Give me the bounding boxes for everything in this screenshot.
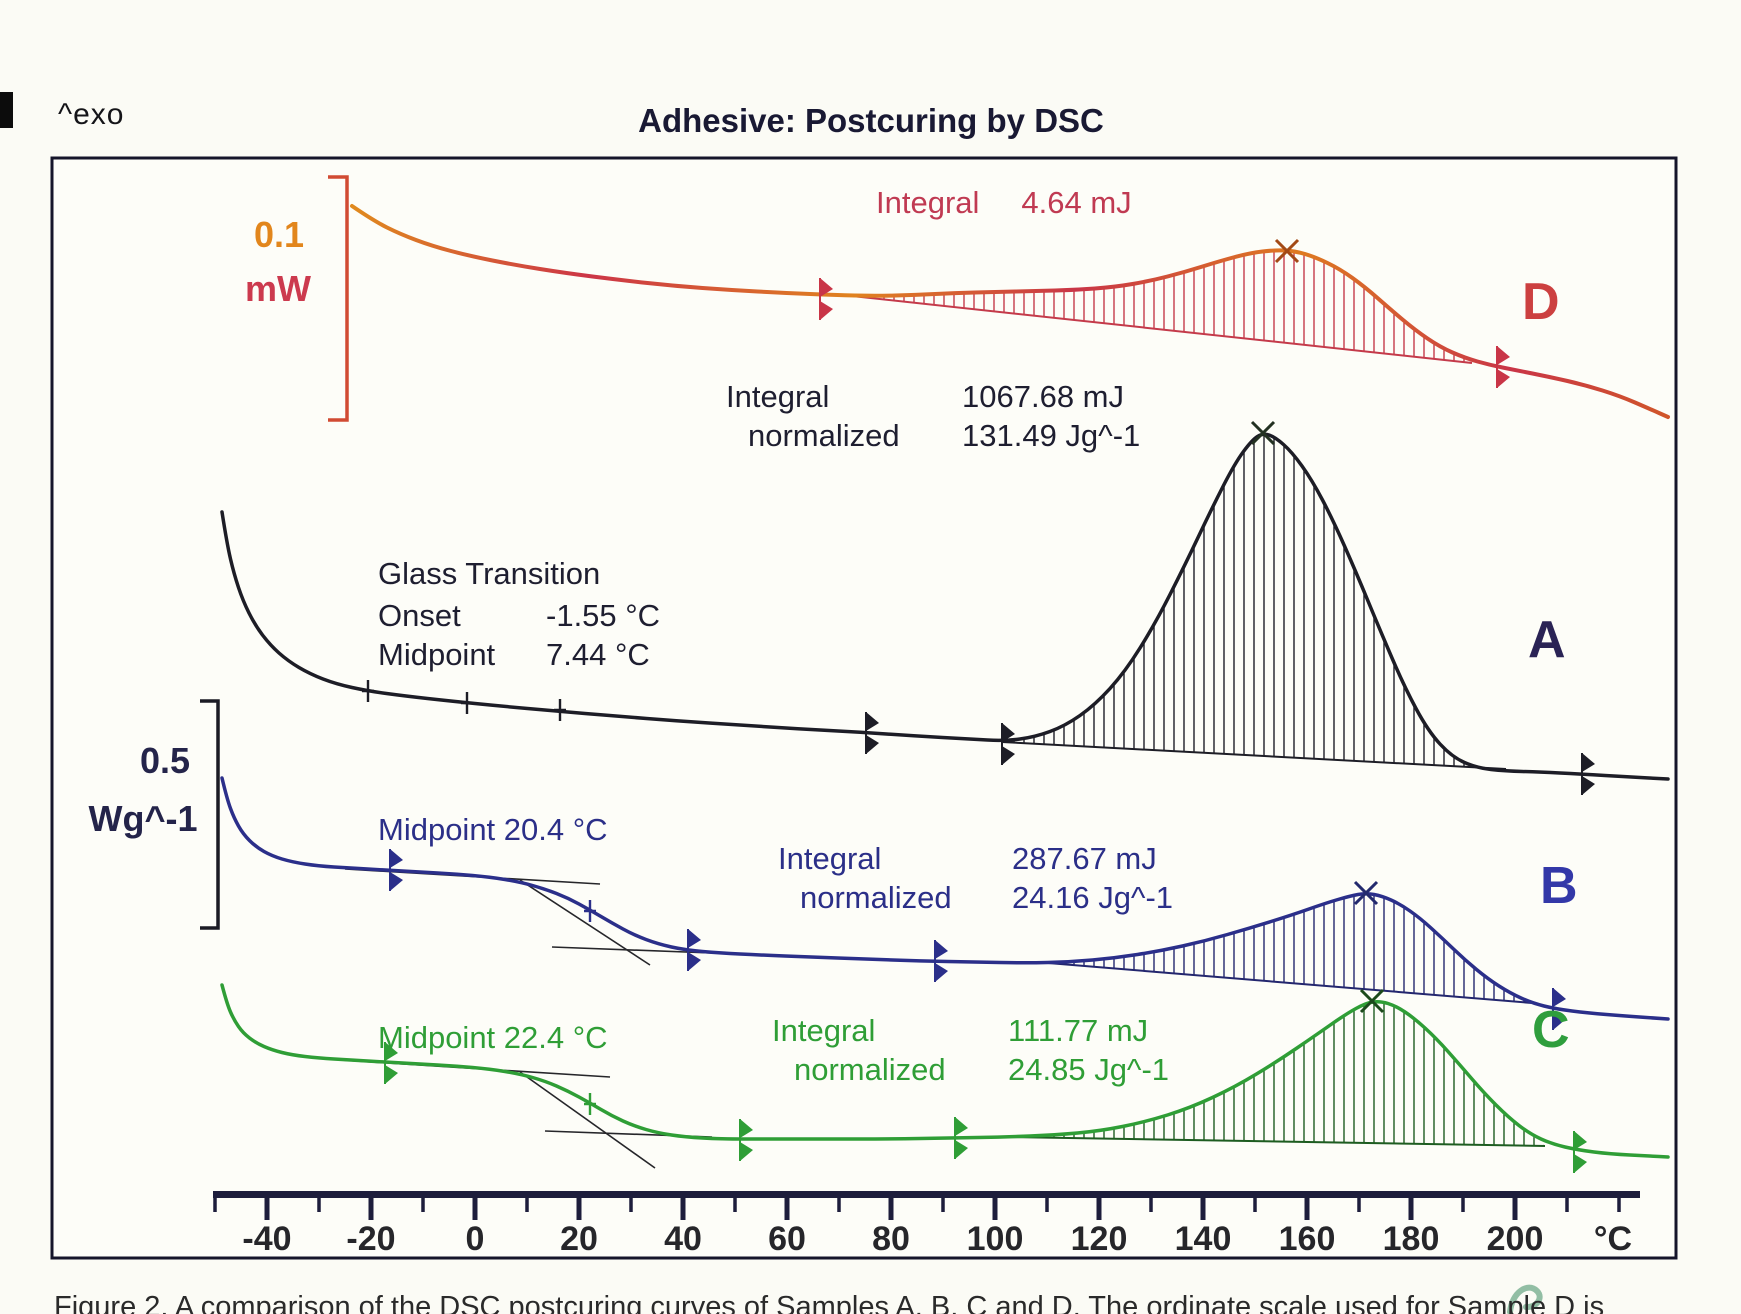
d-scale-unit: mW <box>245 268 311 309</box>
svg-text:-40: -40 <box>242 1220 291 1258</box>
curve-d-label: D <box>1522 273 1560 331</box>
b-normalized-label: normalized <box>800 880 952 916</box>
c-normalized-label: normalized <box>794 1052 946 1088</box>
curve-d-integral-annotation: Integral 4.64 mJ <box>876 183 1132 223</box>
c-integral-label: Integral <box>772 1013 876 1048</box>
glass-transition-annotation: Glass Transition Onset -1.55 °C Midpoint… <box>378 554 660 672</box>
svg-text:180: 180 <box>1383 1220 1440 1258</box>
svg-text:60: 60 <box>768 1220 806 1258</box>
b-integral-value: 287.67 mJ <box>1012 841 1157 876</box>
curve-c-integral-annotation: Integral 111.77 mJ normalized 24.85 Jg^-… <box>772 1013 1170 1088</box>
curve-a-label: A <box>1528 611 1566 669</box>
svg-text:200: 200 <box>1487 1220 1544 1258</box>
svg-text:100: 100 <box>967 1220 1024 1258</box>
glass-midpoint-value: 7.44 °C <box>546 636 650 672</box>
curve-c-label: C <box>1532 1001 1570 1059</box>
glass-midpoint-label: Midpoint <box>378 636 496 672</box>
c-integral-value: 111.77 mJ <box>1008 1013 1149 1048</box>
curve-b-integral-annotation: Integral 287.67 mJ normalized 24.16 Jg^-… <box>778 841 1174 916</box>
a-integral-value: 1067.68 mJ <box>962 379 1124 414</box>
svg-text:20: 20 <box>560 1220 598 1258</box>
abc-scale-unit: Wg^-1 <box>88 798 198 839</box>
svg-text:160: 160 <box>1279 1220 1336 1258</box>
glass-transition-title: Glass Transition <box>378 556 601 591</box>
abc-scale-value: 0.5 <box>139 740 191 781</box>
d-integral-value: 4.64 mJ <box>1021 185 1132 220</box>
a-normalized-value: 131.49 Jg^-1 <box>962 418 1141 454</box>
d-scale-value: 0.1 <box>253 214 305 255</box>
b-integral-label: Integral <box>778 841 882 876</box>
exo-direction-label: ^exo <box>58 98 125 131</box>
b-normalized-value: 24.16 Jg^-1 <box>1012 880 1174 916</box>
svg-text:°C: °C <box>1594 1220 1632 1258</box>
curve-b-label: B <box>1540 857 1578 915</box>
glass-onset-value: -1.55 °C <box>546 597 661 633</box>
svg-text:140: 140 <box>1175 1220 1232 1258</box>
svg-text:120: 120 <box>1071 1220 1128 1258</box>
c-normalized-value: 24.85 Jg^-1 <box>1008 1052 1170 1088</box>
curve-a-integral-annotation: Integral 1067.68 mJ normalized 131.49 Jg… <box>726 379 1141 454</box>
svg-text:0: 0 <box>466 1220 485 1258</box>
svg-text:80: 80 <box>872 1220 910 1258</box>
d-integral-label: Integral <box>876 185 980 220</box>
curve-b-midpoint-annotation: Midpoint 20.4 °C <box>378 812 608 847</box>
svg-text:-20: -20 <box>346 1220 395 1258</box>
a-integral-label: Integral <box>726 379 830 414</box>
glass-onset-label: Onset <box>378 597 461 633</box>
curve-c-midpoint-annotation: Midpoint 22.4 °C <box>378 1020 608 1055</box>
svg-text:40: 40 <box>664 1220 702 1258</box>
chart-title: Adhesive: Postcuring by DSC <box>638 102 1104 139</box>
figure-caption: Figure 2. A comparison of the DSC postcu… <box>54 1291 1605 1314</box>
a-normalized-label: normalized <box>748 418 900 454</box>
